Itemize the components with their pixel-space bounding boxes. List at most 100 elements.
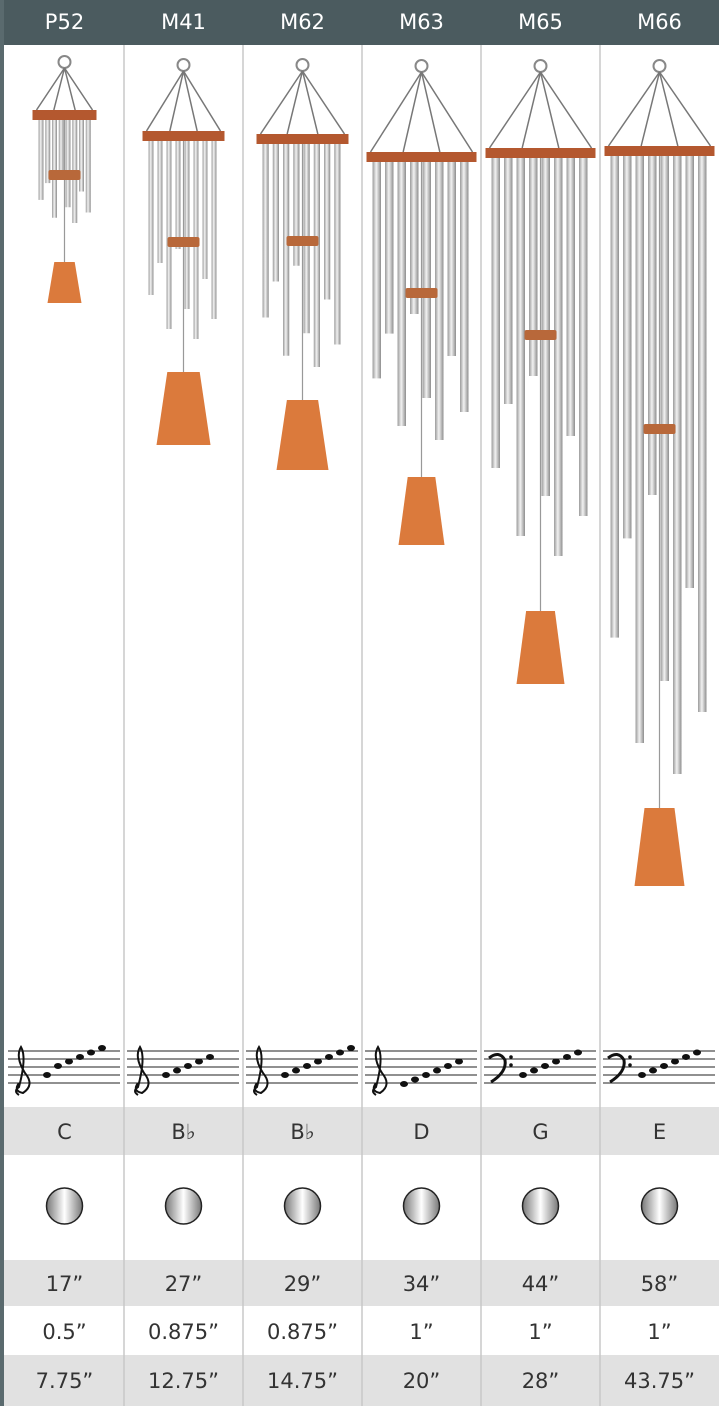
note [336, 1049, 344, 1056]
tube [38, 118, 44, 200]
sail [156, 372, 211, 445]
string [169, 70, 185, 132]
sail [276, 400, 329, 470]
model-name: M41 [161, 10, 206, 34]
ring [533, 59, 548, 73]
tube [541, 156, 550, 496]
string [420, 71, 441, 153]
note [314, 1058, 322, 1065]
striker [643, 424, 676, 434]
string [63, 67, 94, 111]
string [658, 71, 679, 147]
bass-clef [607, 1053, 626, 1084]
top-plate [604, 146, 715, 156]
treble-clef [15, 1045, 31, 1096]
tube [85, 118, 91, 213]
diameter: 1” [528, 1320, 552, 1344]
tube [52, 118, 57, 218]
tube [698, 154, 707, 712]
key: E [653, 1120, 666, 1144]
treble-clef [134, 1045, 150, 1096]
note [541, 1063, 549, 1069]
dot [628, 1063, 632, 1067]
string [182, 70, 222, 132]
note [422, 1072, 430, 1078]
length: 27” [165, 1272, 203, 1296]
note [206, 1054, 214, 1060]
striker [48, 170, 81, 180]
top-plate [366, 152, 477, 162]
tube [184, 139, 190, 309]
key: B♭ [171, 1120, 195, 1144]
diameter: 0.5” [42, 1320, 86, 1344]
top-plate [485, 148, 596, 158]
string [420, 71, 474, 153]
diameter: 1” [647, 1320, 671, 1344]
tube-profile [640, 1187, 679, 1225]
tube [372, 160, 381, 379]
last-value: 28” [522, 1369, 560, 1393]
row-band [0, 1260, 719, 1306]
note [184, 1063, 192, 1069]
tube [685, 154, 694, 588]
note [173, 1067, 181, 1074]
top-plate [142, 131, 225, 141]
tube-profile [45, 1187, 84, 1225]
tube [272, 142, 279, 282]
ring [295, 58, 310, 72]
length: 17” [46, 1272, 84, 1296]
ring [176, 58, 191, 72]
string [488, 71, 542, 149]
dot [628, 1055, 632, 1059]
tube [45, 118, 51, 184]
note [519, 1072, 527, 1078]
tube [554, 156, 563, 556]
note [638, 1072, 646, 1078]
tube [460, 160, 469, 412]
string [402, 71, 423, 153]
tube [211, 139, 217, 319]
diameter: 1” [409, 1320, 433, 1344]
note [162, 1072, 170, 1078]
tube [566, 156, 575, 436]
note [303, 1063, 311, 1069]
diameter: 0.875” [267, 1320, 338, 1344]
last-value: 43.75” [624, 1369, 695, 1393]
tube [166, 139, 172, 329]
sail [398, 477, 445, 545]
note [530, 1067, 538, 1074]
note [281, 1072, 289, 1078]
note [563, 1054, 571, 1060]
note [87, 1049, 95, 1056]
tube [148, 139, 154, 295]
tube [648, 154, 657, 495]
string [539, 71, 593, 149]
striker [286, 236, 319, 246]
header-bar [0, 0, 719, 45]
string [301, 70, 319, 135]
tube [623, 154, 632, 539]
tube [422, 160, 431, 398]
striker [524, 330, 557, 340]
tube-profile [164, 1187, 203, 1225]
string [259, 70, 304, 135]
key: C [57, 1120, 72, 1144]
last-value: 7.75” [36, 1369, 94, 1393]
note [552, 1058, 560, 1065]
tube-profile [283, 1187, 322, 1225]
last-value: 20” [403, 1369, 441, 1393]
tube [673, 154, 682, 774]
note [682, 1054, 690, 1060]
note [671, 1058, 679, 1065]
key: D [413, 1120, 429, 1144]
tube [410, 160, 419, 314]
key: G [532, 1120, 548, 1144]
last-value: 12.75” [148, 1369, 219, 1393]
note [455, 1058, 463, 1065]
note [660, 1063, 668, 1069]
string [286, 70, 304, 135]
tube [79, 118, 84, 192]
string [145, 70, 185, 132]
ring [57, 55, 72, 69]
